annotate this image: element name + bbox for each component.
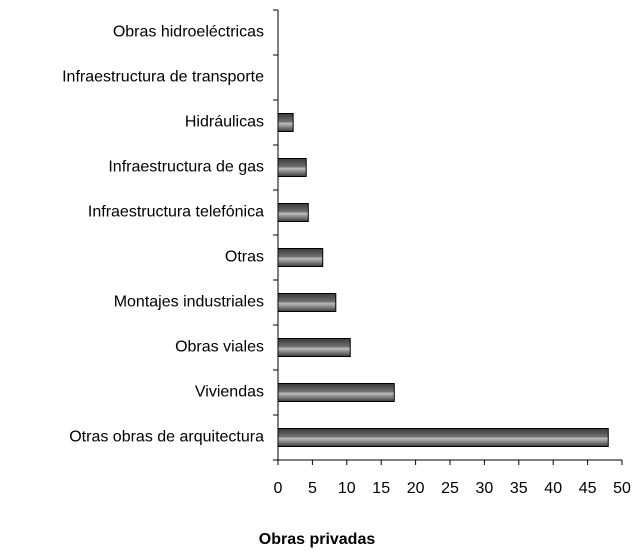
x-tick-label: 40 — [544, 480, 562, 497]
bar — [277, 158, 307, 177]
x-tick-label: 15 — [372, 480, 390, 497]
y-tick-label: Obras hidroeléctricas — [113, 24, 264, 41]
bar — [277, 383, 395, 402]
bar — [277, 428, 609, 447]
y-tick-label: Montajes industriales — [114, 294, 264, 311]
x-tick-label: 10 — [338, 480, 356, 497]
x-tick-label: 5 — [308, 480, 317, 497]
x-tick-label: 0 — [274, 480, 283, 497]
x-tick-label: 45 — [579, 480, 597, 497]
x-tick-label: 35 — [510, 480, 528, 497]
bar — [277, 338, 351, 357]
bar — [277, 203, 309, 222]
x-tick-label: 30 — [476, 480, 494, 497]
y-tick-label: Otras obras de arquitectura — [69, 429, 264, 446]
bar — [277, 113, 294, 132]
y-tick-label: Obras viales — [175, 339, 264, 356]
y-tick-label: Infraestructura telefónica — [88, 204, 264, 221]
y-tick-label: Viviendas — [195, 384, 264, 401]
x-tick-label: 25 — [441, 480, 459, 497]
bar — [277, 293, 337, 312]
y-tick-label: Otras — [225, 249, 264, 266]
y-tick-label: Infraestructura de transporte — [62, 69, 264, 86]
chart-title: Obras privadas — [259, 531, 376, 548]
x-tick-label: 50 — [613, 480, 631, 497]
bar — [277, 248, 324, 267]
x-tick-label: 20 — [407, 480, 425, 497]
y-tick-label: Infraestructura de gas — [108, 159, 264, 176]
y-tick-label: Hidráulicas — [185, 114, 264, 131]
